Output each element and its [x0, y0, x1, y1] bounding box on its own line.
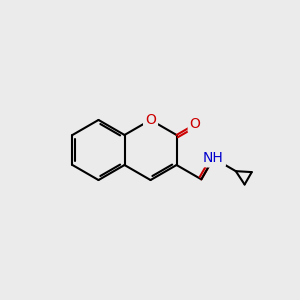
Text: O: O — [145, 113, 156, 127]
Text: O: O — [190, 117, 201, 131]
Text: NH: NH — [203, 151, 224, 165]
Text: O: O — [208, 151, 219, 165]
